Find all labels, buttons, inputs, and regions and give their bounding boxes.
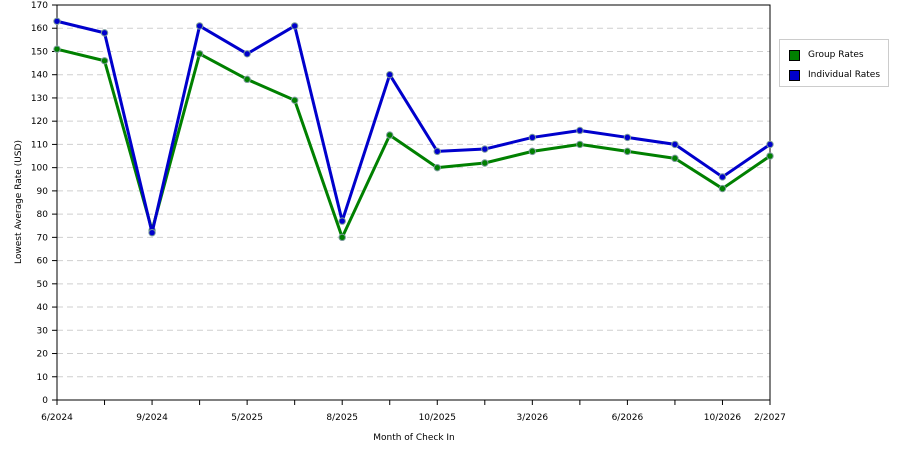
y-tick-label: 30 bbox=[37, 326, 49, 336]
data-point-group bbox=[433, 163, 441, 172]
x-tick-label: 5/2025 bbox=[231, 413, 263, 423]
data-point-group bbox=[290, 96, 299, 104]
data-point-group bbox=[671, 154, 679, 163]
x-tick-label: 10/2026 bbox=[704, 413, 742, 423]
data-point-group bbox=[718, 184, 727, 193]
x-tick-label: 9/2024 bbox=[136, 413, 168, 423]
legend-item-group: Group Rates bbox=[789, 48, 864, 62]
data-point-group bbox=[576, 140, 584, 149]
data-point-individual bbox=[766, 140, 774, 149]
y-tick-label: 20 bbox=[37, 350, 49, 360]
x-tick-label: 2/2027 bbox=[754, 413, 786, 423]
series-line-individual bbox=[56, 19, 771, 235]
y-tick-label: 170 bbox=[31, 1, 48, 11]
y-tick-label: 120 bbox=[31, 117, 48, 127]
data-point-group bbox=[243, 75, 251, 84]
tick-labels: 0 10 20 30 40 50 60 70 80 90 100 110 120 130 140 150 160… bbox=[31, 1, 786, 423]
y-tick-label: 100 bbox=[31, 164, 48, 174]
data-point-individual bbox=[481, 145, 489, 153]
legend-item-individual: Individual Rates bbox=[789, 68, 880, 82]
y-tick-label: 90 bbox=[37, 187, 49, 197]
legend-swatch-individual bbox=[789, 69, 800, 81]
legend-label-group: Group Rates bbox=[808, 50, 864, 60]
series-lines bbox=[53, 17, 774, 242]
data-point-individual bbox=[53, 17, 61, 25]
data-point-individual bbox=[100, 29, 109, 37]
y-tick-label: 150 bbox=[31, 47, 48, 57]
data-point-individual bbox=[671, 140, 679, 149]
data-point-group bbox=[386, 131, 394, 139]
data-point-individual bbox=[718, 173, 727, 181]
series-line-group bbox=[56, 47, 771, 239]
data-point-group bbox=[623, 147, 632, 156]
x-tick-label: 3/2026 bbox=[516, 413, 548, 423]
y-tick-label: 110 bbox=[31, 140, 48, 150]
data-point-individual bbox=[433, 147, 441, 156]
y-tick-label: 0 bbox=[42, 396, 48, 406]
legend: Group Rates Individual Rates bbox=[779, 39, 889, 87]
y-tick-label: 70 bbox=[37, 233, 49, 243]
x-tick-label: 6/2026 bbox=[612, 413, 644, 423]
legend-label-individual: Individual Rates bbox=[808, 70, 881, 80]
y-tick-label: 60 bbox=[37, 257, 49, 267]
data-point-individual bbox=[386, 71, 394, 79]
data-point-individual bbox=[243, 50, 251, 58]
axes bbox=[52, 4, 771, 405]
data-point-individual bbox=[195, 22, 204, 30]
y-tick-label: 50 bbox=[37, 280, 49, 290]
data-point-individual bbox=[290, 22, 299, 30]
x-tick-label: 10/2025 bbox=[419, 413, 456, 423]
x-axis-title: Month of Check In bbox=[373, 433, 455, 443]
y-tick-label: 160 bbox=[31, 24, 48, 34]
data-point-individual bbox=[338, 217, 346, 225]
data-point-group bbox=[528, 147, 537, 156]
data-point-individual bbox=[623, 133, 632, 142]
y-tick-label: 80 bbox=[37, 210, 49, 220]
y-tick-label: 140 bbox=[31, 71, 48, 81]
x-tick-label: 8/2025 bbox=[326, 413, 358, 423]
x-tick-label: 6/2024 bbox=[41, 413, 73, 423]
y-tick-label: 10 bbox=[37, 373, 49, 383]
data-point-group bbox=[195, 50, 204, 58]
data-point-individual bbox=[528, 133, 537, 142]
y-tick-label: 130 bbox=[31, 94, 48, 104]
plot-background bbox=[57, 5, 770, 400]
data-point-individual bbox=[576, 126, 584, 135]
data-point-group bbox=[766, 152, 774, 160]
y-tick-label: 40 bbox=[37, 303, 49, 313]
data-point-group bbox=[53, 45, 61, 53]
data-point-group bbox=[100, 57, 109, 65]
y-axis-title: Lowest Average Rate (USD) bbox=[14, 140, 24, 264]
plot-frame bbox=[56, 4, 771, 401]
legend-swatch-group bbox=[789, 49, 800, 61]
data-point-group bbox=[481, 159, 489, 167]
data-point-group bbox=[338, 233, 346, 242]
data-point-individual bbox=[148, 229, 156, 237]
